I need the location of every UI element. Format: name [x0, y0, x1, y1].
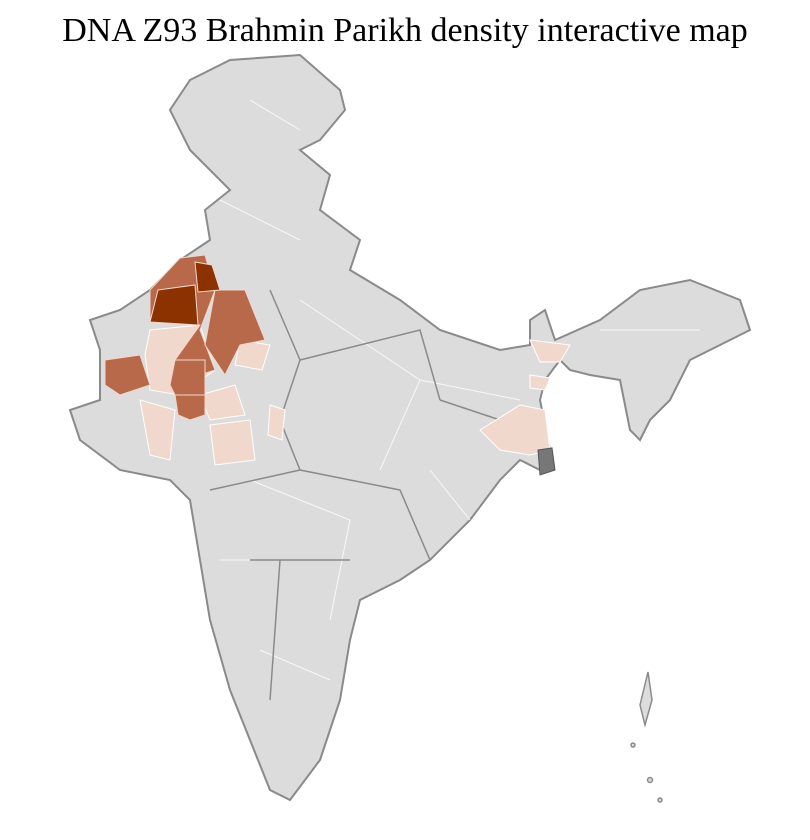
state-borders	[209, 289, 501, 701]
map-title: DNA Z93 Brahmin Parikh density interacti…	[62, 12, 748, 49]
high-density-regions[interactable]	[149, 261, 221, 326]
sundarbans-region	[537, 447, 556, 476]
andaman-islands[interactable]	[630, 671, 663, 803]
